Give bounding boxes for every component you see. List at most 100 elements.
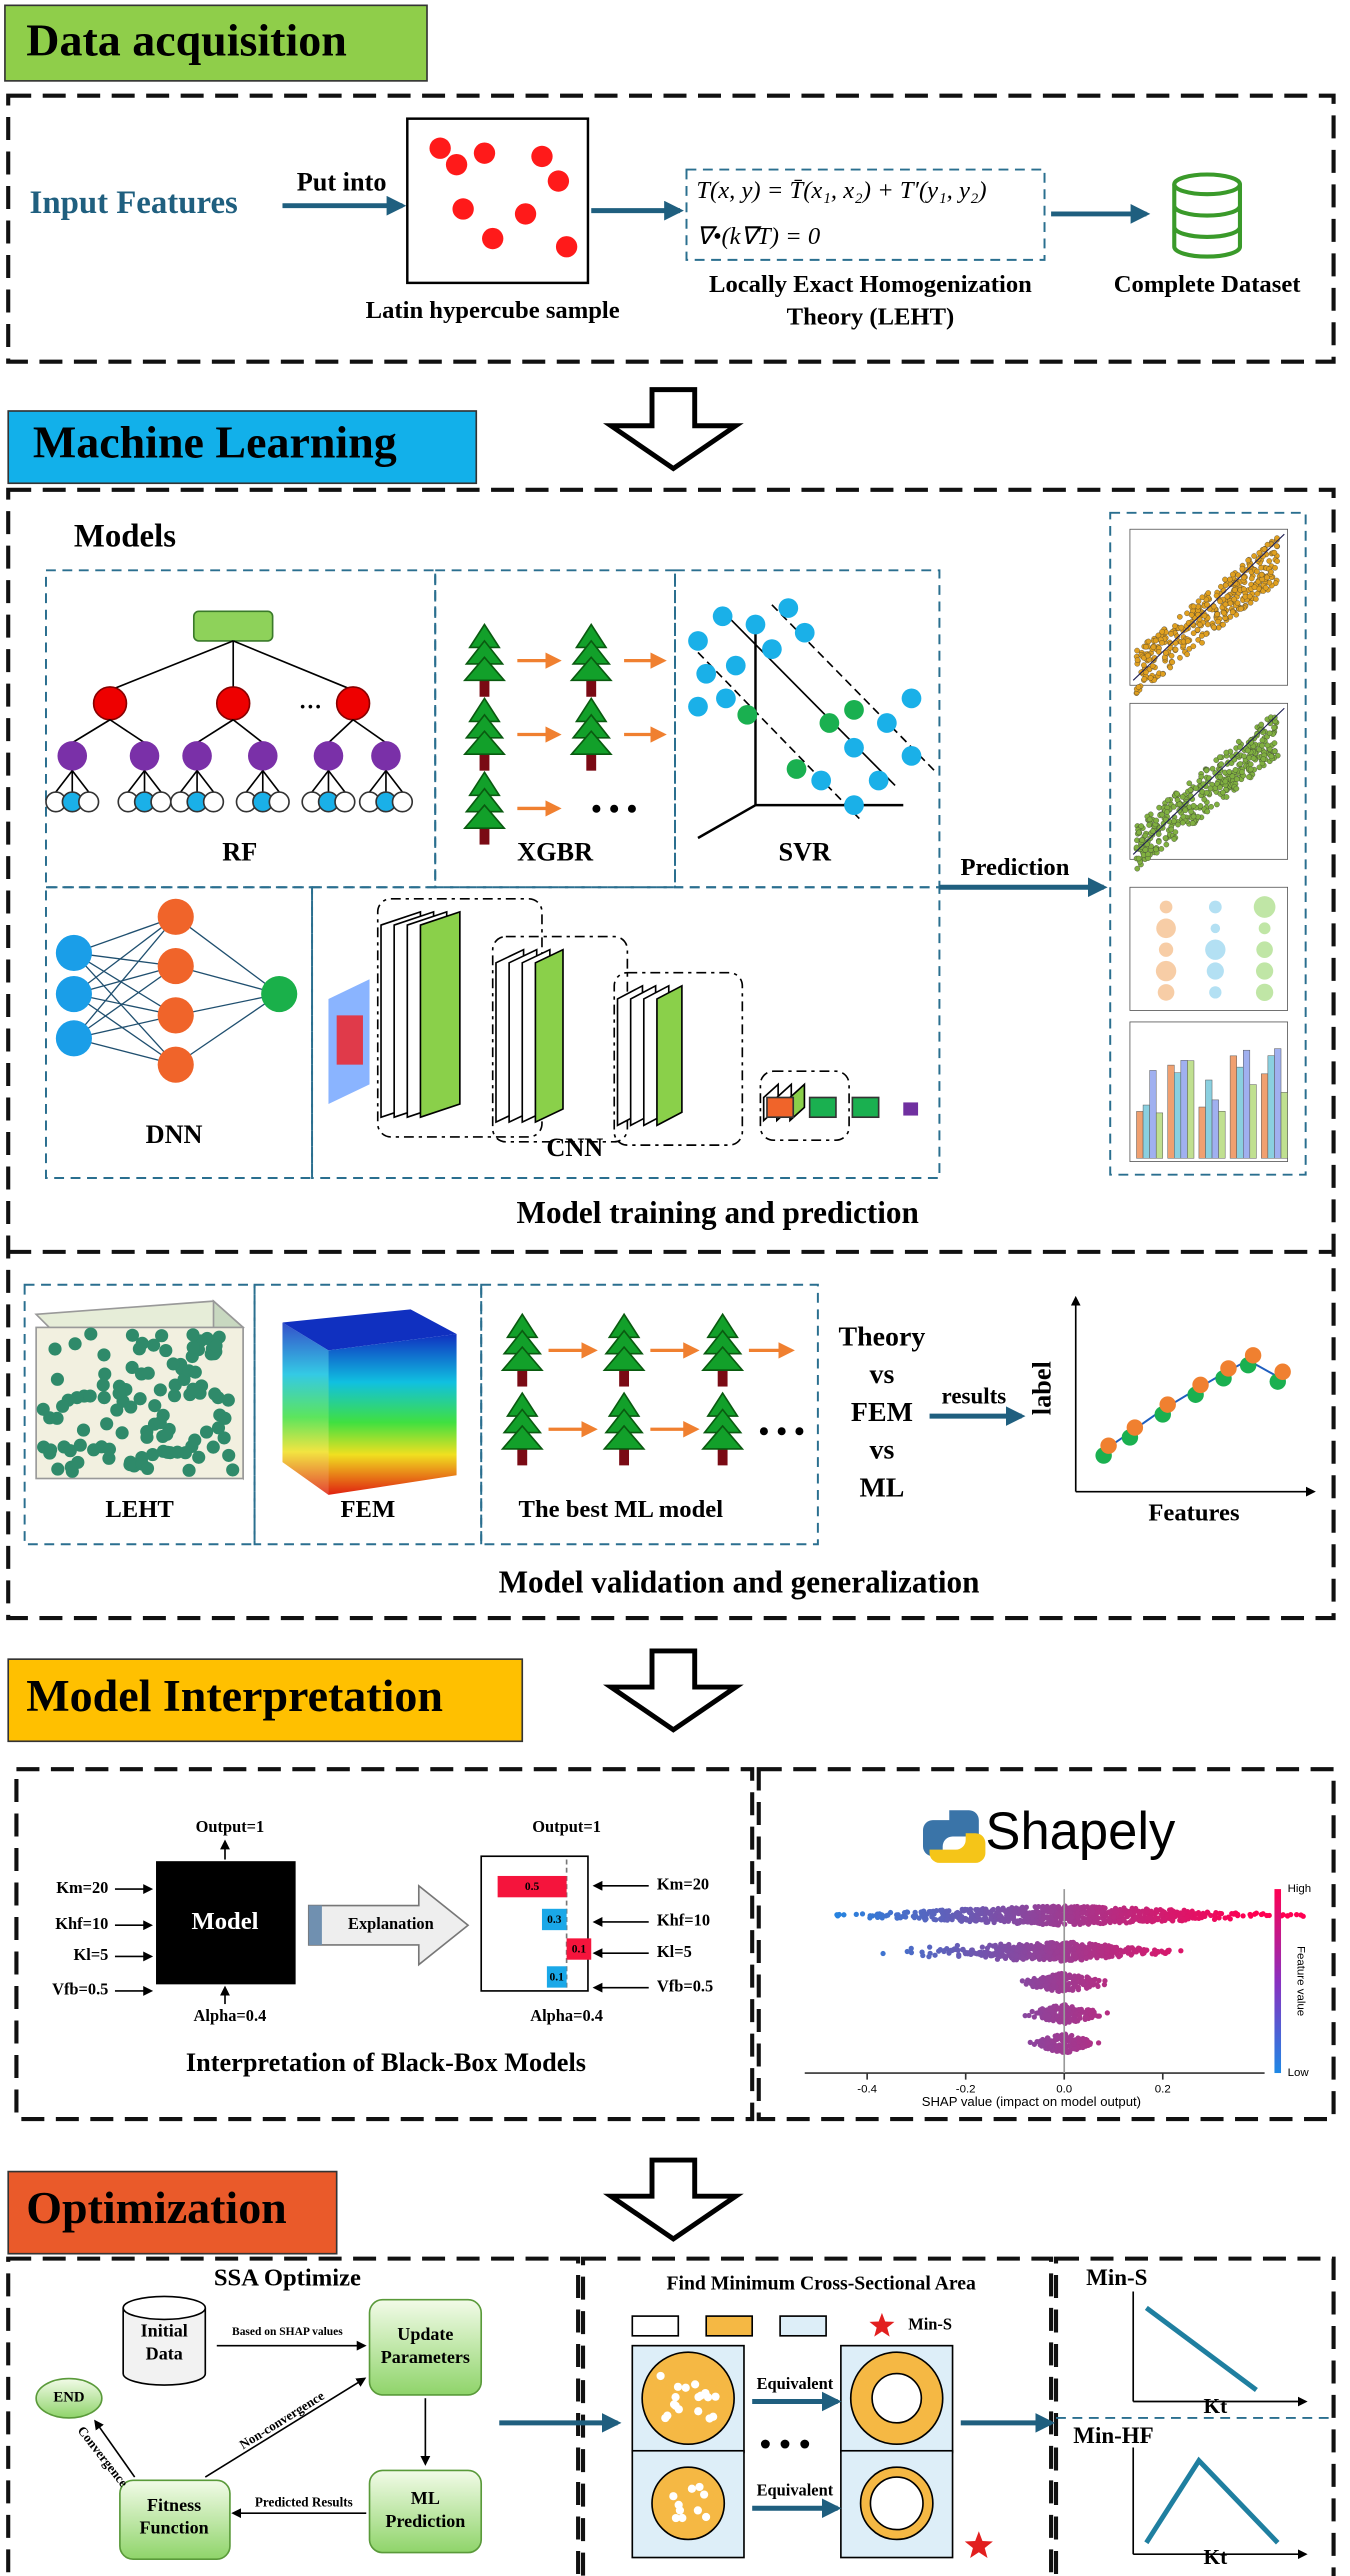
thumb-point — [1271, 549, 1278, 556]
shap-point — [1083, 2015, 1089, 2021]
thumb-point — [1188, 808, 1194, 815]
thumb-bubble — [1155, 960, 1177, 982]
shap-point — [979, 1944, 985, 1950]
put-into: Put into — [297, 167, 387, 196]
thumb-point — [1134, 657, 1141, 663]
tree-crown — [462, 729, 506, 756]
sample-dot — [452, 198, 474, 220]
thumb-point — [1199, 639, 1205, 646]
ml-prediction: ML — [411, 2488, 440, 2508]
thumb-bubble — [1157, 984, 1175, 1001]
initial-data: Initial — [141, 2321, 188, 2341]
ml-prediction: Prediction — [385, 2511, 465, 2531]
shap-point — [1015, 1920, 1022, 1926]
shap-point — [1110, 1914, 1117, 1920]
shap-tick-label: -0.2 — [956, 2083, 976, 2095]
shap-tick-label: -0.4 — [857, 2083, 877, 2095]
fiber — [56, 1399, 70, 1413]
shap-point — [927, 1944, 933, 1950]
input-label: Km=20 — [56, 1878, 108, 1897]
thumb-point — [1186, 646, 1193, 652]
input-features: Input Features — [30, 185, 238, 221]
thumb-point — [1210, 603, 1217, 610]
thumb-bar — [1236, 1066, 1244, 1159]
min-star — [964, 2531, 993, 2558]
fiber — [188, 1433, 202, 1447]
thumb-point — [1267, 720, 1274, 727]
shap-point — [834, 1912, 841, 1918]
svr-point — [712, 606, 733, 627]
sample-dot — [473, 142, 496, 164]
shap-point — [1071, 2041, 1077, 2048]
shap-point — [1020, 1956, 1026, 1962]
shap-point — [1117, 1906, 1123, 1913]
shap-point — [1204, 1909, 1210, 1915]
thumb-bar — [1249, 1084, 1257, 1159]
database-icon-part — [1172, 172, 1243, 197]
thumb-point — [1208, 804, 1214, 810]
trend-line — [1144, 2456, 1280, 2545]
connection — [73, 952, 177, 1016]
shap-point — [1051, 1979, 1057, 1985]
thumb-point — [1177, 614, 1183, 620]
shap-point — [978, 1910, 984, 1917]
section-inner — [869, 2476, 924, 2531]
shap-point — [985, 1910, 991, 1916]
validation-label: The best ML model — [519, 1496, 724, 1523]
thumb-point — [1220, 621, 1226, 628]
fiber — [170, 1445, 185, 1459]
section-frame — [14, 1767, 755, 2122]
thumb-point — [1254, 568, 1260, 575]
shap-point — [1090, 2007, 1096, 2013]
shap-point — [1054, 2013, 1060, 2019]
explanation-label: Explanation — [348, 1914, 434, 1933]
shap-point — [1074, 1910, 1081, 1916]
shap-point — [885, 1912, 891, 1918]
thumb-point — [1262, 584, 1269, 591]
thumb-point — [1172, 623, 1178, 629]
thumb-bubble — [1208, 900, 1222, 914]
prediction-label: Prediction — [960, 854, 1069, 881]
svr-point — [877, 713, 897, 733]
thumb-point — [1239, 565, 1246, 572]
explanation-arrow — [307, 1884, 470, 1967]
thumb-point — [1271, 724, 1277, 731]
equivalent-label: Equivalent — [757, 2481, 834, 2500]
leaf — [150, 791, 172, 813]
thumb-point — [1203, 789, 1210, 796]
shap-point — [988, 1951, 994, 1957]
shap-point — [1065, 1953, 1071, 1959]
shap-point — [859, 1911, 866, 1917]
contribution-bar — [497, 1875, 567, 1898]
section-hole — [691, 2380, 700, 2389]
section-hole — [671, 2513, 681, 2523]
fiber — [50, 1372, 64, 1386]
fiber — [115, 1426, 129, 1440]
thumb-point — [1247, 599, 1254, 606]
edge — [55, 770, 73, 793]
shap-point — [874, 1911, 881, 1917]
shap-point — [1036, 1909, 1042, 1915]
thumb-point — [1247, 766, 1254, 773]
shap-point — [1011, 1919, 1017, 1925]
thumb-point — [1151, 655, 1158, 661]
tree-trunk — [717, 1442, 728, 1466]
fiber — [132, 1342, 146, 1356]
margin-line — [697, 651, 863, 823]
shap-point — [1096, 1977, 1102, 1984]
shap-point — [1044, 1946, 1050, 1952]
shap-point — [1084, 1985, 1090, 1991]
shap-point — [1091, 1950, 1097, 1956]
svr-point — [696, 663, 717, 684]
fiber — [211, 1421, 226, 1435]
layer-group — [613, 971, 744, 1146]
shap-point — [1054, 1955, 1061, 1961]
thumb-point — [1251, 584, 1258, 591]
thumb-point — [1184, 651, 1190, 658]
thumb-point — [1194, 626, 1201, 633]
tree-trunk — [479, 673, 490, 697]
shap-point — [936, 1948, 942, 1954]
thumb-point — [1188, 612, 1195, 618]
explanation-arrow — [308, 1905, 322, 1945]
thumb-bar — [1198, 1106, 1206, 1159]
